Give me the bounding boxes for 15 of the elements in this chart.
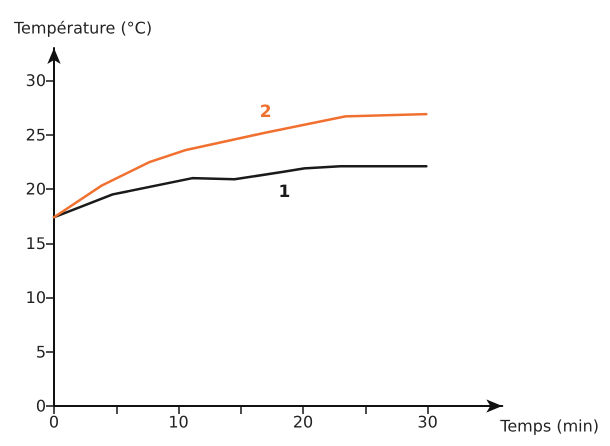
- series-label: 2: [260, 102, 272, 122]
- y-axis-title: Température (°C): [13, 18, 152, 38]
- y-tick-label: 25: [26, 125, 46, 144]
- x-tick-label: 0: [48, 412, 60, 432]
- y-tick-label: 15: [26, 234, 46, 253]
- y-tick-label: 5: [36, 342, 46, 362]
- x-tick-label: 10: [168, 412, 189, 432]
- y-tick-label: 0: [36, 396, 46, 416]
- series-label: 1: [278, 182, 290, 202]
- y-tick-label: 20: [26, 180, 46, 199]
- y-tick-label: 10: [26, 288, 46, 308]
- y-tick-label: 30: [26, 71, 46, 90]
- x-axis-title: Temps (min): [499, 416, 599, 436]
- x-tick-label: 20: [292, 412, 314, 432]
- x-tick-label: 30: [417, 412, 438, 432]
